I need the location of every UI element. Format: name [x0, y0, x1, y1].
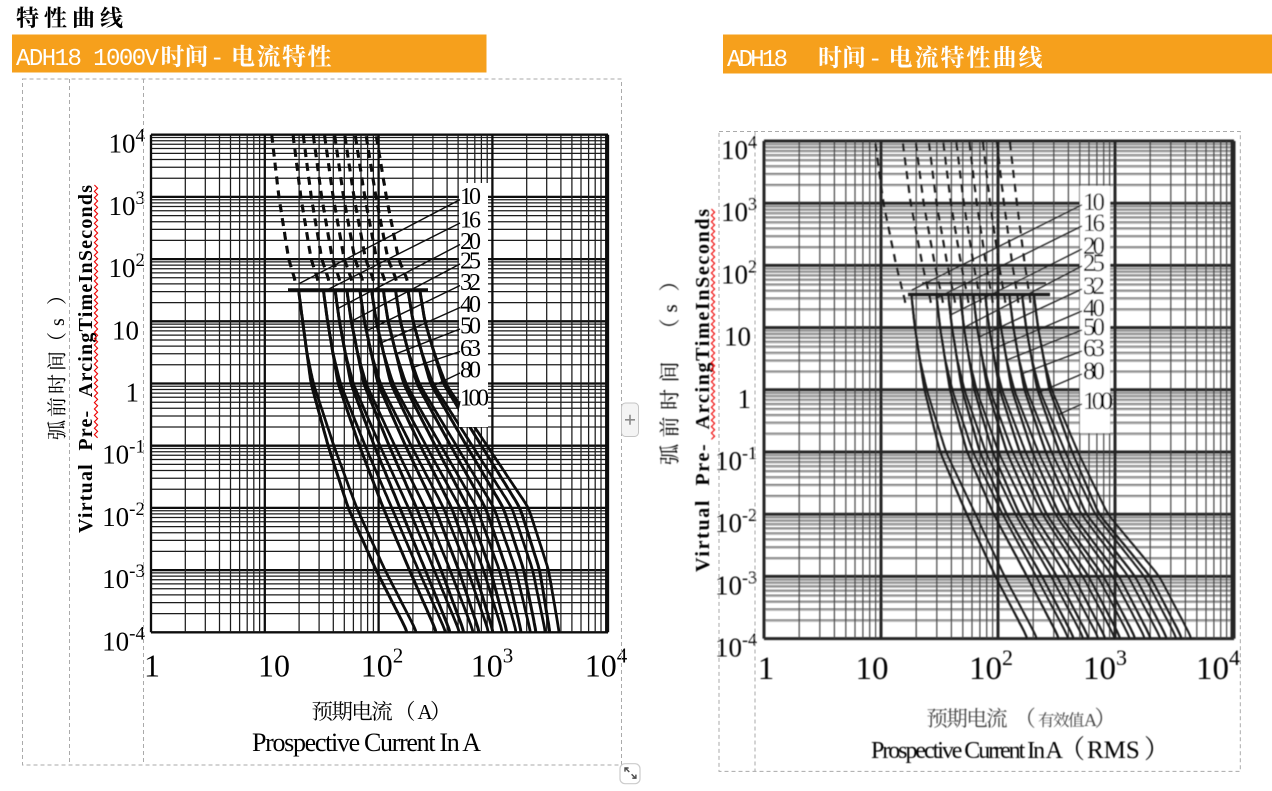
svg-text:10: 10: [258, 648, 290, 684]
svg-text:s: s: [47, 318, 69, 326]
svg-text:Virtual Pre- ArcingTimeInSec: Virtual Pre- ArcingTimeInSeconds: [75, 185, 97, 533]
svg-text:40: 40: [460, 292, 481, 318]
svg-text:Virtual Pre- ArcingTimeInSec: Virtual Pre- ArcingTimeInSeconds: [692, 209, 714, 572]
svg-text:10: 10: [1083, 189, 1105, 216]
svg-text:A: A: [1084, 710, 1097, 730]
svg-text:100: 100: [1083, 388, 1113, 415]
svg-text:ADH18: ADH18: [727, 47, 788, 74]
svg-text:100: 100: [460, 386, 489, 412]
svg-text:104: 104: [721, 132, 757, 165]
svg-text:1: 1: [758, 651, 775, 687]
svg-text:20: 20: [460, 229, 481, 255]
svg-text:-: -: [210, 46, 224, 73]
svg-text:25: 25: [1083, 250, 1105, 277]
svg-text:10: 10: [724, 322, 751, 352]
svg-text:32: 32: [460, 270, 481, 296]
svg-text:63: 63: [1083, 335, 1105, 362]
svg-text:40: 40: [1083, 295, 1105, 322]
svg-text:16: 16: [460, 208, 481, 234]
svg-text:RMS: RMS: [1087, 737, 1140, 764]
svg-text:Prospective Current In A: Prospective Current In A: [871, 738, 1064, 764]
svg-text:10-2: 10-2: [102, 499, 145, 532]
svg-text:50: 50: [1083, 314, 1105, 341]
svg-text:10: 10: [856, 651, 889, 687]
svg-text:ADH18 1000V: ADH18 1000V: [16, 46, 160, 73]
svg-text:1: 1: [738, 384, 752, 414]
svg-text:16: 16: [1083, 210, 1105, 237]
svg-text:A: A: [418, 700, 434, 724]
svg-text:80: 80: [1083, 358, 1105, 385]
svg-text:10: 10: [460, 184, 481, 210]
svg-text:20: 20: [1083, 233, 1105, 260]
svg-text:s: s: [658, 304, 682, 312]
svg-text:50: 50: [460, 314, 481, 340]
svg-text:25: 25: [460, 249, 481, 275]
svg-text:10: 10: [112, 315, 139, 345]
svg-text:1: 1: [126, 378, 140, 408]
svg-text:32: 32: [1083, 273, 1105, 300]
svg-text:Prospective Current In A: Prospective Current In A: [252, 728, 481, 757]
svg-text:80: 80: [460, 358, 481, 384]
svg-text:1: 1: [144, 648, 160, 684]
svg-text:63: 63: [460, 336, 481, 362]
svg-text:-: -: [868, 47, 882, 74]
